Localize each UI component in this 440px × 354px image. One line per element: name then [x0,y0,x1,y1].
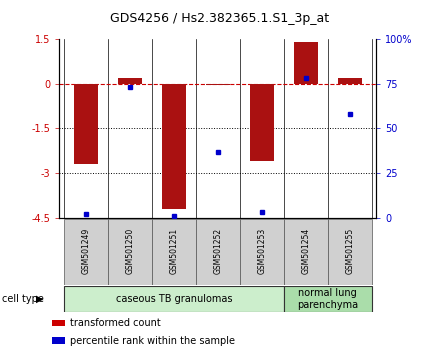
Text: GSM501250: GSM501250 [125,228,134,274]
Text: GSM501254: GSM501254 [301,228,310,274]
Text: ▶: ▶ [36,294,44,304]
Bar [250,84,274,161]
Bar [64,286,284,312]
Bar [284,286,372,312]
Text: GSM501253: GSM501253 [257,228,266,274]
Bar [206,84,230,85]
Bar [64,219,108,285]
Bar [51,320,65,326]
Bar [240,219,284,285]
Bar [328,219,372,285]
Text: GSM501251: GSM501251 [169,228,178,274]
Text: caseous TB granulomas: caseous TB granulomas [116,294,232,304]
Bar [152,219,196,285]
Text: GDS4256 / Hs2.382365.1.S1_3p_at: GDS4256 / Hs2.382365.1.S1_3p_at [110,12,330,25]
Text: transformed count: transformed count [70,318,161,328]
Text: normal lung
parenchyma: normal lung parenchyma [297,288,358,310]
Bar [196,219,240,285]
Text: percentile rank within the sample: percentile rank within the sample [70,336,235,346]
Text: GSM501249: GSM501249 [81,228,90,274]
Bar [284,219,328,285]
Bar [108,219,152,285]
Text: cell type: cell type [2,294,44,304]
Bar [51,337,65,344]
Bar [162,84,186,209]
Bar [118,78,142,84]
Text: GSM501255: GSM501255 [345,228,354,274]
Bar [74,84,98,164]
Bar [294,42,318,84]
Text: GSM501252: GSM501252 [213,228,222,274]
Bar [338,78,362,84]
